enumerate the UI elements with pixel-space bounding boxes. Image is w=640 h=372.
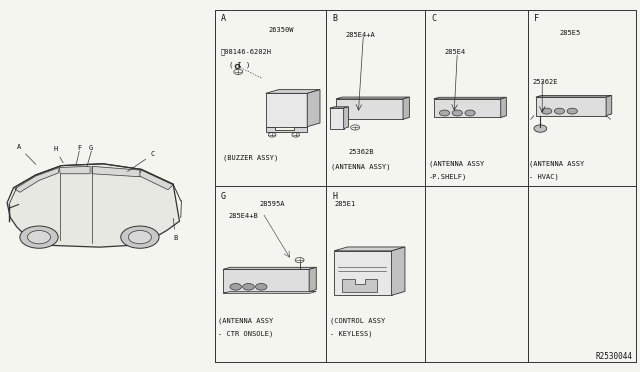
Polygon shape bbox=[223, 269, 309, 292]
Polygon shape bbox=[92, 166, 140, 177]
Text: (CONTROL ASSY: (CONTROL ASSY bbox=[330, 318, 385, 324]
Circle shape bbox=[541, 108, 552, 114]
Polygon shape bbox=[15, 167, 60, 192]
Polygon shape bbox=[403, 97, 410, 119]
Text: 285E1: 285E1 bbox=[334, 201, 355, 207]
Text: 26350W: 26350W bbox=[269, 27, 294, 33]
Polygon shape bbox=[434, 99, 500, 118]
Polygon shape bbox=[7, 164, 179, 247]
Text: (ANTENNA ASSY: (ANTENNA ASSY bbox=[529, 160, 585, 167]
Polygon shape bbox=[342, 279, 378, 292]
Circle shape bbox=[567, 108, 577, 114]
Text: A: A bbox=[17, 144, 36, 164]
Polygon shape bbox=[307, 90, 320, 127]
Polygon shape bbox=[223, 291, 316, 294]
Polygon shape bbox=[536, 96, 612, 97]
Polygon shape bbox=[330, 107, 348, 108]
Circle shape bbox=[440, 110, 450, 116]
Polygon shape bbox=[60, 166, 90, 174]
Polygon shape bbox=[330, 108, 344, 129]
Text: G: G bbox=[221, 192, 226, 201]
Text: 28595A: 28595A bbox=[259, 201, 285, 207]
Text: C: C bbox=[127, 151, 155, 171]
Circle shape bbox=[534, 125, 547, 132]
Polygon shape bbox=[266, 93, 307, 127]
Polygon shape bbox=[309, 267, 316, 292]
Text: B: B bbox=[333, 14, 338, 23]
Text: (ANTENNA ASSY: (ANTENNA ASSY bbox=[429, 160, 484, 167]
Text: A: A bbox=[221, 14, 226, 23]
Circle shape bbox=[121, 226, 159, 248]
Polygon shape bbox=[266, 127, 307, 132]
Text: G: G bbox=[89, 145, 93, 151]
Circle shape bbox=[465, 110, 475, 116]
Text: 25362E: 25362E bbox=[532, 78, 558, 84]
Text: C: C bbox=[432, 14, 436, 23]
Polygon shape bbox=[606, 96, 612, 116]
Text: F: F bbox=[77, 145, 81, 151]
Circle shape bbox=[28, 231, 51, 244]
Polygon shape bbox=[536, 97, 606, 116]
Circle shape bbox=[20, 226, 58, 248]
Text: - KEYLESS): - KEYLESS) bbox=[330, 331, 372, 337]
Polygon shape bbox=[334, 247, 405, 251]
Polygon shape bbox=[334, 251, 392, 295]
Polygon shape bbox=[336, 97, 410, 99]
Text: 285E4+A: 285E4+A bbox=[346, 32, 375, 38]
Polygon shape bbox=[266, 90, 320, 93]
Text: - HVAC): - HVAC) bbox=[529, 173, 559, 180]
Circle shape bbox=[452, 110, 463, 116]
Circle shape bbox=[230, 283, 241, 290]
Circle shape bbox=[129, 231, 152, 244]
Polygon shape bbox=[392, 247, 405, 295]
Polygon shape bbox=[336, 99, 403, 119]
Text: Ⓐ08146-6202H: Ⓐ08146-6202H bbox=[221, 49, 272, 55]
Text: -P.SHELF): -P.SHELF) bbox=[429, 173, 467, 180]
Polygon shape bbox=[139, 170, 173, 190]
Polygon shape bbox=[223, 267, 316, 269]
Text: (ANTENNA ASSY): (ANTENNA ASSY) bbox=[332, 164, 391, 170]
Text: ( I ): ( I ) bbox=[229, 62, 251, 68]
Text: H: H bbox=[53, 146, 63, 163]
Text: F: F bbox=[534, 14, 539, 23]
Text: 25362B: 25362B bbox=[349, 149, 374, 155]
Polygon shape bbox=[344, 107, 348, 129]
Polygon shape bbox=[434, 97, 506, 99]
Text: B: B bbox=[173, 218, 177, 241]
Text: 285E5: 285E5 bbox=[559, 31, 580, 36]
Polygon shape bbox=[500, 97, 506, 118]
Text: (BUZZER ASSY): (BUZZER ASSY) bbox=[223, 154, 278, 161]
Text: (ANTENNA ASSY: (ANTENNA ASSY bbox=[218, 318, 273, 324]
Text: R2530044: R2530044 bbox=[596, 352, 633, 361]
Text: 285E4+B: 285E4+B bbox=[228, 213, 259, 219]
Circle shape bbox=[255, 283, 267, 290]
Text: - CTR ONSOLE): - CTR ONSOLE) bbox=[218, 331, 273, 337]
Text: 285E4: 285E4 bbox=[445, 49, 466, 55]
Circle shape bbox=[554, 108, 564, 114]
Circle shape bbox=[243, 283, 254, 290]
Text: H: H bbox=[333, 192, 338, 201]
